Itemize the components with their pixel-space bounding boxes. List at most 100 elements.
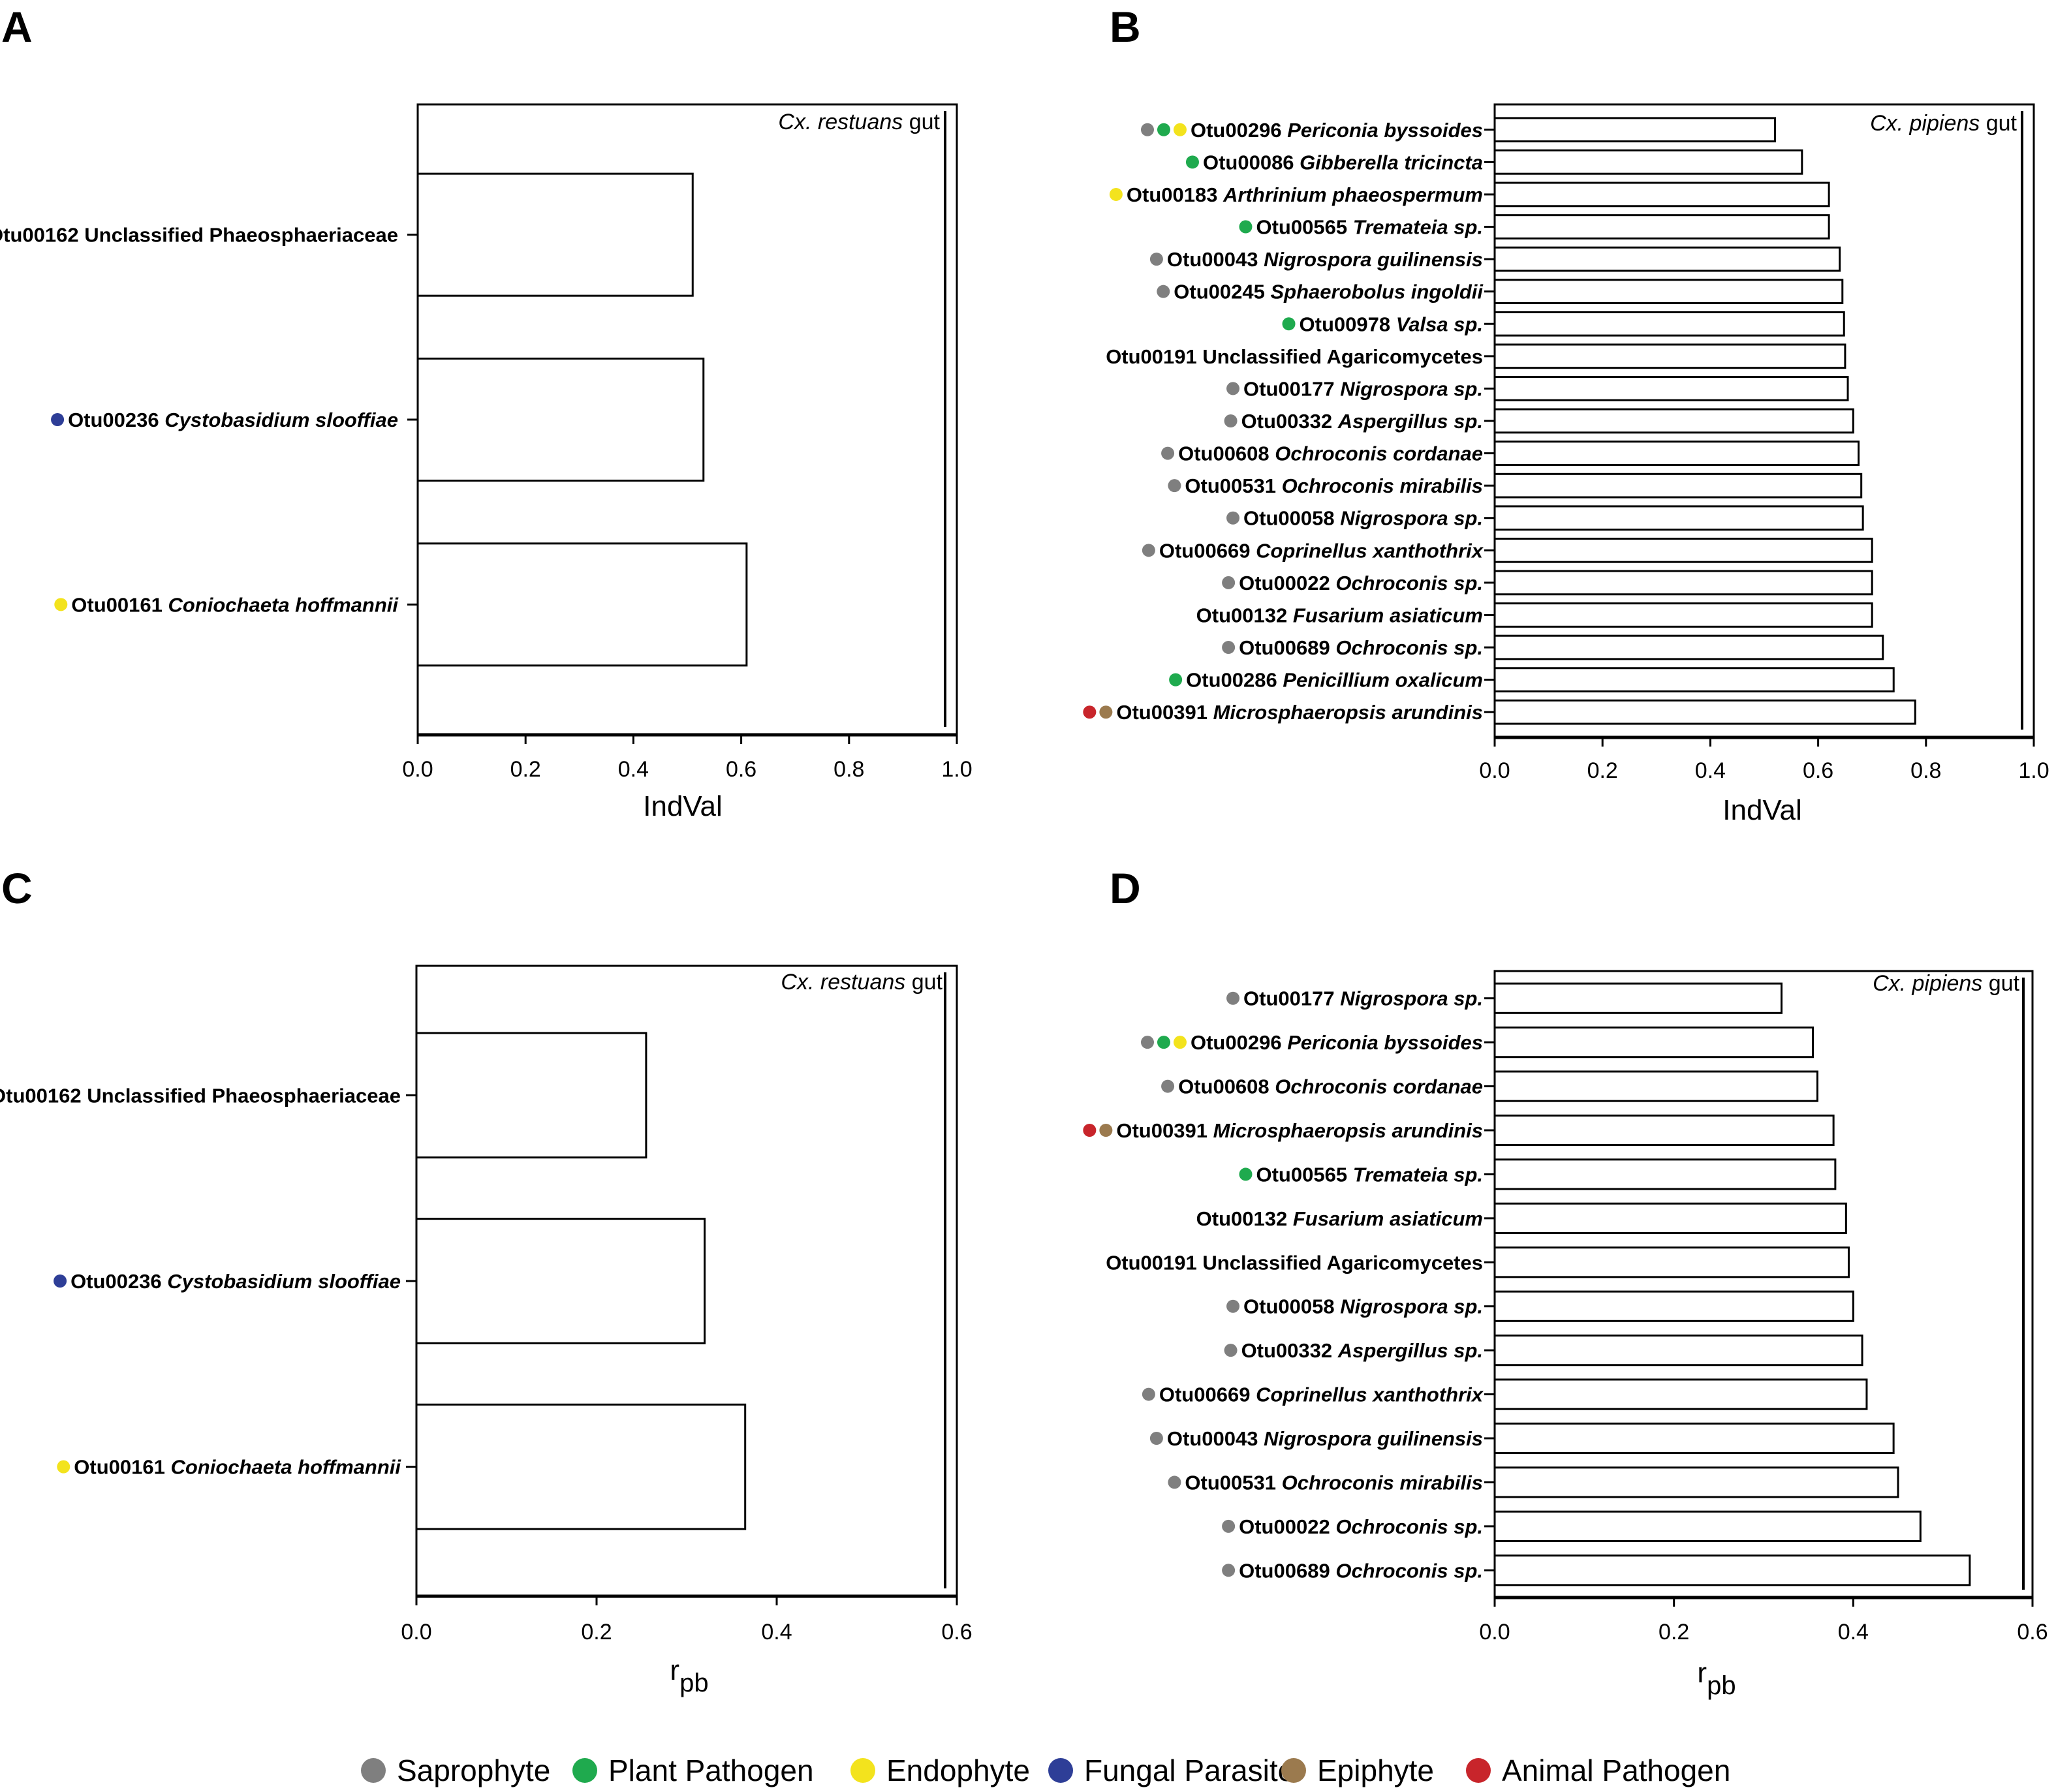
y-label-otu: Otu00177 — [1243, 987, 1335, 1010]
bar-otu00058-d — [1493, 1290, 1854, 1322]
y-label-otu: Otu00978 — [1300, 313, 1391, 335]
panel-letter-a: A — [1, 3, 33, 51]
bar-otu00043-b — [1493, 246, 1841, 272]
x-tick-label-a: 0.6 — [726, 757, 756, 782]
fungal-parasite-dot — [54, 1274, 67, 1288]
y-label-taxon: Cystobasidium slooffiae — [167, 1270, 401, 1293]
x-tick-label-b: 0.0 — [1479, 758, 1510, 783]
y-label-space — [159, 409, 165, 431]
saprophyte-dot — [1168, 1475, 1181, 1489]
bar-otu00022-d — [1493, 1510, 1922, 1542]
legend-animal-pathogen-dot — [1466, 1758, 1491, 1783]
bar-otu00332-d — [1493, 1335, 1863, 1367]
legend-plant-pathogen-label: Plant Pathogen — [608, 1753, 814, 1787]
plot-area-d — [1493, 970, 2034, 1599]
saprophyte-dot — [1224, 1344, 1238, 1357]
x-tick-label-a: 1.0 — [941, 757, 972, 782]
y-label-otu: Otu00332 — [1241, 1339, 1333, 1362]
y-label-taxon: Valsa sp. — [1396, 313, 1483, 335]
plant-pathogen-dot — [1239, 220, 1253, 234]
y-label-taxon: Ochroconis mirabilis — [1282, 1471, 1483, 1494]
bar-otu00161-a — [416, 542, 748, 667]
saprophyte-dot — [1226, 1299, 1240, 1313]
y-label-otu: Otu00086 — [1203, 151, 1294, 174]
bar-otu00296-b — [1493, 117, 1777, 143]
legend-saprophyte-label: Saprophyte — [397, 1753, 550, 1787]
y-label-otu: Otu00043 — [1167, 248, 1258, 271]
y-label-space — [1330, 636, 1336, 659]
bar-otu00162-c — [415, 1032, 647, 1159]
y-label-otu: Otu00022 — [1239, 572, 1330, 595]
y-label-space — [1294, 151, 1300, 174]
y-label-taxon: Fusarium asiaticum — [1293, 1207, 1483, 1230]
y-label-taxon: Nigrospora sp. — [1340, 1295, 1483, 1318]
y-label-otu: Otu00132 — [1196, 1207, 1288, 1230]
x-axis-label-a: IndVal — [643, 790, 723, 822]
y-label-otu: Otu00236 — [70, 1270, 162, 1293]
bar-otu00177-d — [1493, 982, 1783, 1014]
y-label-taxon: Microsphaeropsis arundinis — [1213, 701, 1483, 724]
y-label-space — [1347, 1163, 1353, 1186]
endophyte-dot — [1109, 187, 1123, 201]
legend-plant-pathogen-dot — [572, 1758, 597, 1783]
x-tick-label-b: 0.4 — [1695, 758, 1726, 783]
y-label-space — [1335, 377, 1341, 400]
epiphyte-dot — [1099, 705, 1113, 719]
panel-letter-b: B — [1110, 3, 1141, 51]
y-label-otu00565-b: Otu00565 Tremateia sp. — [1256, 216, 1483, 239]
x-axis-label-b: IndVal — [1722, 794, 1802, 826]
x-tick-label-c: 0.4 — [761, 1620, 792, 1645]
bar-otu00022-b — [1493, 570, 1873, 596]
x-tick-label-d: 0.4 — [1838, 1620, 1869, 1645]
y-label-space — [1258, 248, 1264, 271]
y-label-space — [1282, 1031, 1288, 1054]
bar-otu00669-b — [1493, 537, 1873, 563]
y-label-taxon: Coprinellus xanthothrix — [1256, 1383, 1484, 1406]
y-label-otu: Otu00608 — [1178, 1075, 1269, 1098]
y-label-otu: Otu00296 — [1191, 119, 1282, 142]
x-axis-label-d: rpb — [1697, 1657, 1736, 1700]
saprophyte-dot — [1222, 641, 1236, 655]
y-label-otu00296-d: Otu00296 Periconia byssoides — [1191, 1031, 1483, 1054]
y-label-otu00043-b: Otu00043 Nigrospora guilinensis — [1167, 248, 1483, 271]
legend-fungal-parasite-dot — [1048, 1758, 1073, 1783]
y-label-otu00177-d: Otu00177 Nigrospora sp. — [1243, 987, 1483, 1010]
y-label-space — [1330, 1515, 1336, 1538]
y-label-otu: Otu00531 — [1185, 474, 1276, 497]
bar-otu00132-d — [1493, 1202, 1847, 1234]
saprophyte-dot — [1149, 253, 1163, 266]
y-label-space — [1269, 442, 1275, 465]
y-label-space — [1250, 1383, 1256, 1406]
y-label-space — [1207, 701, 1213, 724]
y-label-taxon: Nigrospora sp. — [1340, 987, 1483, 1010]
subtitle-suffix-b: gut — [1980, 111, 2017, 136]
y-label-taxon: Nigrospora guilinensis — [1264, 1427, 1483, 1450]
bar-otu00531-d — [1493, 1466, 1899, 1498]
y-label-space — [1197, 345, 1203, 368]
x-tick-label-a: 0.0 — [402, 757, 433, 782]
plant-pathogen-dot — [1169, 673, 1183, 687]
y-label-space — [1250, 539, 1256, 562]
bar-otu00183-b — [1493, 181, 1830, 208]
subtitle-suffix-a: gut — [903, 110, 940, 134]
plant-pathogen-dot — [1185, 155, 1199, 169]
y-label-otu00086-b: Otu00086 Gibberella tricincta — [1203, 151, 1483, 174]
y-label-space — [165, 1456, 171, 1479]
y-label-otu: Otu00161 — [74, 1456, 165, 1479]
subtitle-d: Cx. pipiens gut — [1873, 971, 2019, 996]
y-label-taxon: Periconia byssoides — [1287, 1031, 1483, 1054]
y-label-otu00132-b: Otu00132 Fusarium asiaticum — [1196, 604, 1483, 626]
saprophyte-dot — [1222, 1564, 1236, 1577]
y-label-otu: Otu00183 — [1127, 183, 1218, 206]
y-label-otu00669-b: Otu00669 Coprinellus xanthothrix — [1159, 539, 1484, 562]
subtitle-suffix-c: gut — [905, 970, 942, 995]
y-label-space — [1276, 474, 1282, 497]
y-label-otu00022-b: Otu00022 Ochroconis sp. — [1239, 572, 1483, 595]
endophyte-dot — [54, 598, 68, 611]
y-label-otu: Otu00162 — [0, 1084, 82, 1107]
saprophyte-dot — [1226, 991, 1240, 1005]
y-label-otu00183-b: Otu00183 Arthrinium phaeospermum — [1127, 183, 1483, 206]
x-tick-label-c: 0.6 — [941, 1620, 972, 1645]
bar-otu00689-b — [1493, 634, 1884, 660]
